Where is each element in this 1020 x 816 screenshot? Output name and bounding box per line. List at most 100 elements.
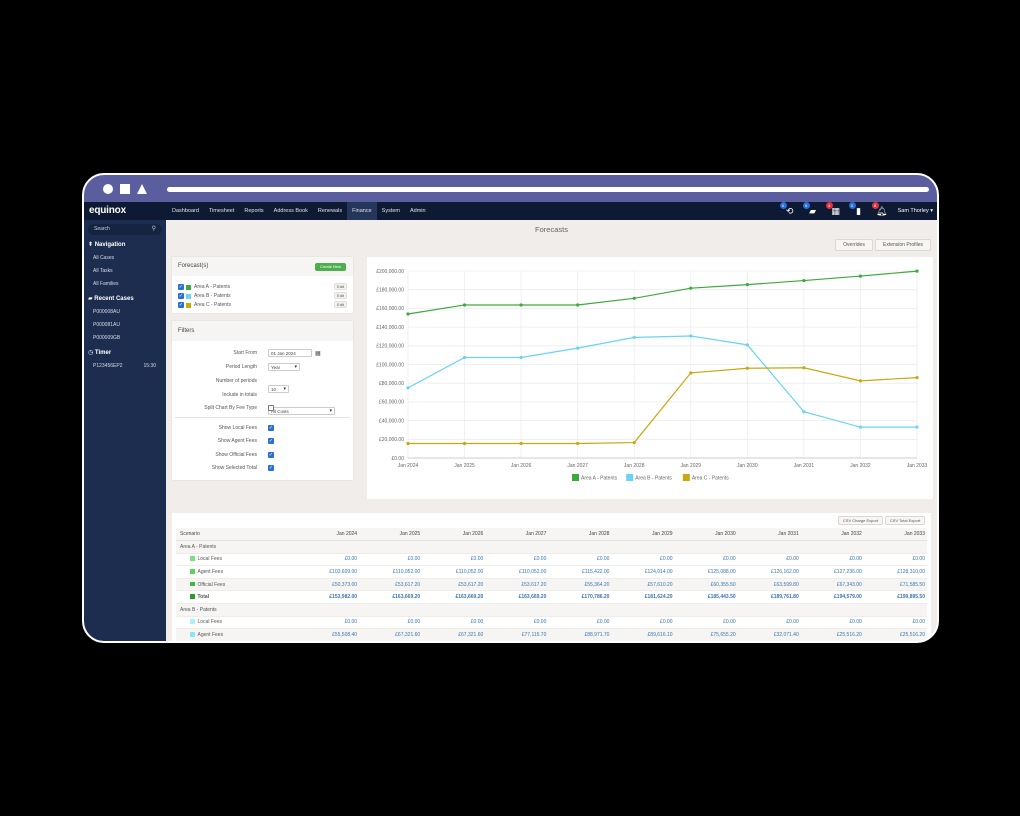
data-point[interactable] — [519, 355, 523, 360]
nav-admin[interactable]: Admin — [410, 208, 426, 214]
data-point[interactable] — [858, 274, 863, 278]
table-cell[interactable]: £77,115.70 — [485, 628, 549, 641]
calendar-icon[interactable]: ▦ — [315, 350, 321, 357]
table-cell[interactable]: £163,669.20 — [485, 590, 549, 604]
overrides-button[interactable]: Overrides — [835, 239, 873, 251]
table-cell[interactable]: £0.00 — [674, 552, 738, 566]
csv-total-export-button[interactable]: CSV Total Export — [885, 516, 925, 525]
table-cell[interactable]: £0.00 — [485, 552, 549, 566]
table-cell[interactable]: £25,516.20 — [863, 628, 927, 641]
table-cell[interactable]: £53,617.20 — [485, 577, 549, 591]
data-point[interactable] — [745, 343, 749, 347]
table-cell[interactable]: £60,355.50 — [674, 577, 738, 591]
nav-address-book[interactable]: Address Book — [273, 208, 308, 214]
table-cell[interactable]: £0.00 — [737, 615, 801, 629]
start-from-input[interactable]: 01 Jan 2024 — [268, 349, 312, 357]
table-cell[interactable]: £189,761.80 — [737, 590, 801, 604]
data-point[interactable] — [632, 440, 636, 445]
table-cell[interactable]: £0.00 — [737, 552, 801, 566]
data-point[interactable] — [632, 335, 636, 339]
series-line[interactable] — [407, 270, 918, 315]
table-cell[interactable]: £127,236.00 — [800, 565, 864, 579]
include-in-totals-select[interactable]: All Costs — [268, 407, 335, 415]
series-line[interactable] — [407, 335, 917, 428]
table-cell[interactable]: £67,321.60 — [359, 628, 423, 641]
bell-icon[interactable]: 🔔︎ 8 — [871, 202, 889, 217]
table-cell[interactable]: £71,585.50 — [863, 577, 927, 591]
table-cell[interactable]: £0.00 — [359, 552, 423, 566]
table-cell[interactable]: £0.00 — [548, 552, 612, 566]
data-point[interactable] — [462, 441, 467, 446]
table-cell[interactable]: £55,508.40 — [296, 628, 360, 641]
table-cell[interactable]: £0.00 — [611, 615, 675, 629]
table-cell[interactable]: £0.00 — [422, 552, 486, 566]
table-cell[interactable]: £0.00 — [863, 615, 927, 629]
data-point[interactable] — [915, 375, 919, 380]
data-point[interactable] — [576, 303, 580, 307]
data-point[interactable] — [858, 425, 863, 429]
table-cell[interactable]: £194,579.00 — [800, 590, 864, 604]
table-cell[interactable]: £0.00 — [296, 552, 360, 566]
recent-case-item[interactable]: P000009GB — [93, 335, 121, 341]
legend-label[interactable]: Area A - Patents — [581, 476, 618, 482]
data-point[interactable] — [802, 410, 806, 414]
table-cell[interactable]: £0.00 — [863, 552, 927, 566]
table-cell[interactable]: £67,321.60 — [422, 628, 486, 641]
table-cell[interactable]: £125,088.00 — [674, 565, 738, 579]
data-point[interactable] — [915, 425, 919, 429]
forecast-checkbox[interactable]: ✓ — [178, 302, 184, 308]
data-point[interactable] — [689, 286, 693, 290]
table-cell[interactable]: £110,052.00 — [422, 565, 486, 579]
csv-charge-export-button[interactable]: CSV Charge Export — [838, 516, 883, 525]
data-point[interactable] — [576, 441, 580, 446]
table-cell[interactable]: £185,443.50 — [674, 590, 738, 604]
nav-system[interactable]: System — [381, 208, 400, 214]
extension-profiles-button[interactable]: Extension Profiles — [875, 239, 931, 251]
data-point[interactable] — [462, 355, 467, 360]
number-of-periods-select[interactable]: 10 — [268, 385, 289, 393]
search-input[interactable]: Search ⚲ — [88, 224, 162, 235]
table-cell[interactable]: £0.00 — [485, 615, 549, 629]
split-chart-checkbox[interactable] — [268, 405, 274, 411]
calendar-icon[interactable]: ▦ 4 — [825, 202, 843, 217]
table-cell[interactable]: £0.00 — [548, 615, 612, 629]
legend-label[interactable]: Area B - Patents — [635, 476, 672, 482]
show-selected-total-checkbox[interactable]: ✓ — [268, 465, 274, 471]
history-icon[interactable]: ⟲ 0 — [779, 202, 797, 217]
table-cell[interactable]: £55,364.20 — [548, 577, 612, 591]
edit-button[interactable]: Edit — [334, 292, 347, 299]
recent-case-item[interactable]: P000008AU — [93, 309, 120, 315]
sidebar-item-all-families[interactable]: All Families — [93, 281, 119, 287]
forecast-checkbox[interactable]: ✓ — [178, 293, 184, 299]
edit-button[interactable]: Edit — [334, 301, 347, 308]
data-point[interactable] — [519, 303, 523, 307]
table-cell[interactable]: £103,609.00 — [296, 565, 360, 579]
table-cell[interactable]: £0.00 — [359, 615, 423, 629]
data-point[interactable] — [745, 366, 749, 370]
search-icon[interactable]: ⚲ — [151, 226, 156, 232]
address-bar[interactable] — [167, 187, 929, 192]
data-point[interactable] — [689, 334, 693, 338]
series-line[interactable] — [408, 367, 918, 445]
table-cell[interactable]: £0.00 — [674, 615, 738, 629]
table-cell[interactable]: £63,599.80 — [737, 577, 801, 591]
nav-timesheet[interactable]: Timesheet — [208, 208, 235, 214]
folder-icon[interactable]: ▰ 0 — [802, 202, 820, 217]
table-cell[interactable]: £0.00 — [800, 615, 864, 629]
table-cell[interactable]: £0.00 — [422, 615, 486, 629]
logo[interactable]: equinox — [89, 205, 126, 216]
table-cell[interactable]: £89,616.10 — [611, 628, 675, 641]
table-cell[interactable]: £0.00 — [800, 552, 864, 566]
table-cell[interactable]: £199,895.50 — [863, 590, 927, 604]
data-point[interactable] — [858, 379, 863, 383]
table-cell[interactable]: £0.00 — [611, 552, 675, 566]
table-cell[interactable]: £0.00 — [296, 615, 360, 629]
data-point[interactable] — [576, 346, 580, 350]
data-point[interactable] — [462, 303, 467, 307]
table-cell[interactable]: £25,516.20 — [800, 628, 864, 641]
data-point[interactable] — [689, 371, 693, 375]
show-local-fees-checkbox[interactable]: ✓ — [268, 425, 274, 431]
data-point[interactable] — [406, 386, 410, 390]
show-official-fees-checkbox[interactable]: ✓ — [268, 452, 274, 458]
period-length-select[interactable]: Year — [268, 363, 300, 371]
